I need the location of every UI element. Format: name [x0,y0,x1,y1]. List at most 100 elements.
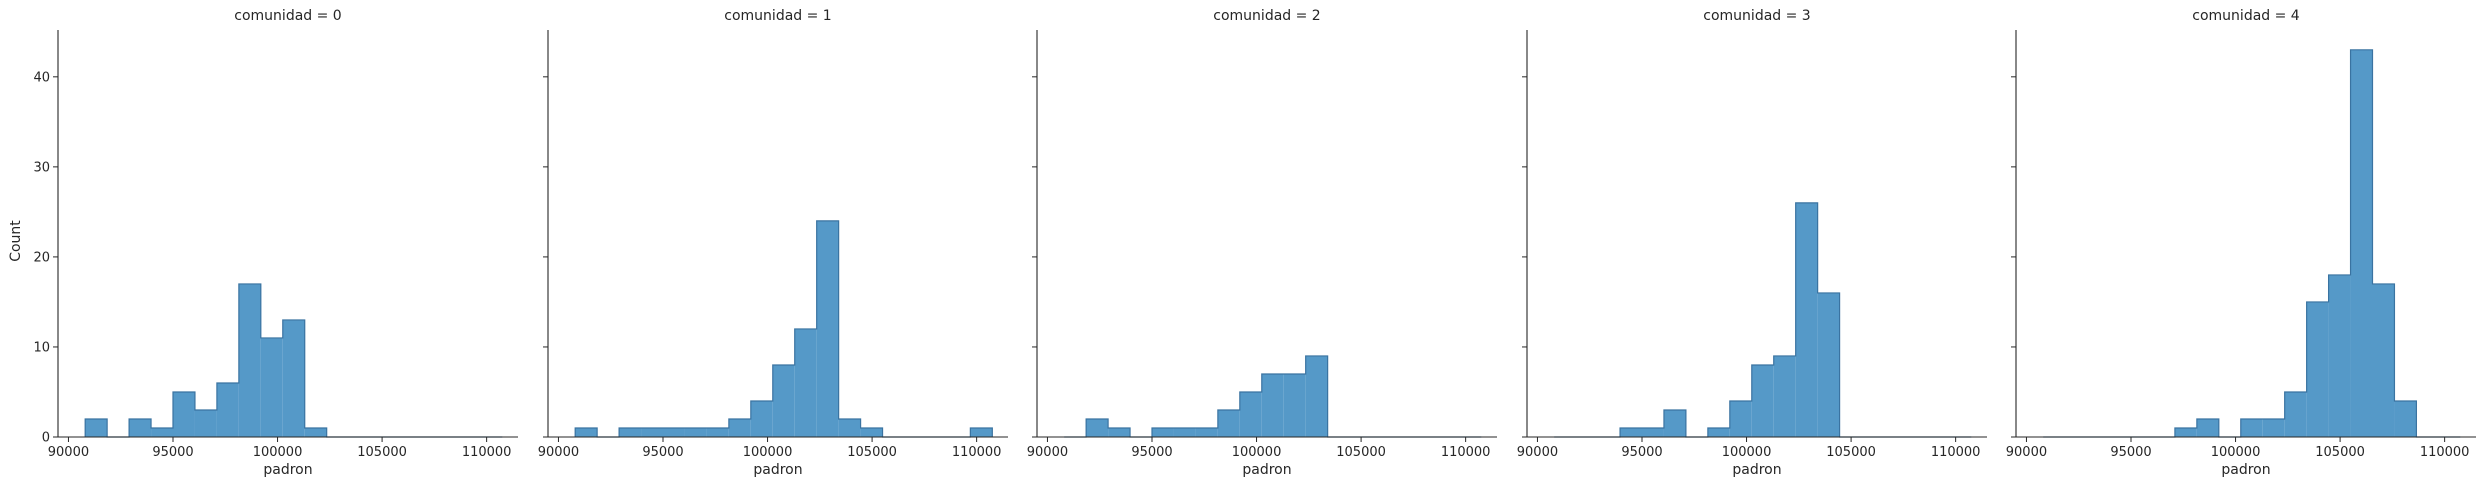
facet-panel-3: comunidad = 3 90000 95000 100000 105000 11000… [1517,8,1987,478]
histogram-bar [260,337,283,437]
x-tick-label: 100000 [743,445,793,460]
x-tick-label: 90000 [1517,445,1558,460]
histogram-bar [238,283,261,437]
x-tick-label: 100000 [1232,445,1282,460]
histogram-bar [728,418,751,437]
histogram-bar [1195,427,1218,437]
histogram-bar [151,427,173,437]
histogram-bar [1707,427,1730,437]
y-tick-label: 40 [33,70,50,85]
panel-title: comunidad = 1 [724,8,831,24]
histogram-bar [1239,391,1262,437]
histogram-bar [1751,364,1774,437]
histogram-bar [838,418,861,437]
y-axis-title: Count [8,220,24,262]
histogram-bar [970,427,993,437]
histogram-bar [1305,355,1328,437]
histogram-bar [1173,427,1196,437]
x-tick-label: 95000 [152,445,193,460]
histogram-bar [772,364,795,437]
histogram-bar [216,382,239,437]
histogram-bar [1663,409,1686,437]
x-tick-label: 110000 [1441,445,1491,460]
histogram-bar [1795,202,1818,437]
x-tick-label: 90000 [1027,445,1068,460]
histogram-bar [1817,292,1840,437]
histogram-bar [2350,49,2373,438]
x-tick-label: 100000 [1722,445,1772,460]
facet-panel-4: comunidad = 4 90000 95000 100000 105000 11000… [2006,8,2476,478]
histogram-bar [1642,427,1664,437]
x-axis-title: padron [1732,462,1781,478]
x-tick-label: 110000 [1931,445,1981,460]
x-axis-title: padron [263,462,312,478]
histogram-bar [684,427,707,437]
histogram-bar [750,400,773,437]
histogram-bar [1773,355,1796,437]
histogram-bar [1261,373,1284,437]
histogram-bar [304,427,327,437]
x-tick-label: 100000 [2211,445,2261,460]
x-tick-label: 95000 [1131,445,1172,460]
histogram-bar [2174,427,2197,437]
x-tick-label: 95000 [1621,445,1662,460]
histogram-bar [85,418,108,437]
histogram-bar [2306,301,2329,437]
histogram-bar [1217,409,1240,437]
y-tick-label: 30 [33,160,50,175]
x-tick-label: 105000 [1826,445,1876,460]
x-tick-label: 105000 [357,445,407,460]
histogram-bar [1620,427,1642,437]
y-tick-label: 0 [42,431,50,446]
x-tick-label: 95000 [2110,445,2151,460]
panel-title: comunidad = 0 [234,8,341,24]
x-tick-label: 105000 [1336,445,1386,460]
x-axis-title: padron [2221,462,2270,478]
x-tick-label: 110000 [2420,445,2470,460]
histogram-bar [282,319,305,437]
histogram-bar [1086,418,1109,437]
histogram-bar [619,427,642,437]
x-axis-title: padron [753,462,802,478]
panel-title: comunidad = 4 [2192,8,2300,24]
histogram-bar [1283,373,1306,437]
y-tick-label: 10 [33,340,50,355]
x-tick-label: 110000 [462,445,512,460]
histogram-bar [2394,400,2417,437]
x-tick-label: 90000 [2006,445,2047,460]
histogram-bar [2328,274,2351,437]
histogram-bar [194,409,217,437]
facet-panel-1: comunidad = 1 90000 95000 100000 105000 11000… [538,8,1008,478]
x-tick-label: 100000 [253,445,303,460]
x-axis-title: padron [1242,462,1291,478]
histogram-bar [706,427,729,437]
histogram-step-outline [2043,49,2461,438]
histogram-bar [2284,391,2307,437]
histogram-bar [2262,418,2285,437]
histogram-bar [816,220,839,437]
x-tick-label: 105000 [847,445,897,460]
x-tick-label: 105000 [2315,445,2365,460]
histogram-bar [641,427,663,437]
histogram-bar [575,427,598,437]
histogram-bar [860,427,883,437]
histogram-bar [2196,418,2219,437]
histogram-bar [1108,427,1131,437]
panel-title: comunidad = 2 [1213,8,1320,24]
histogram-bar [1152,427,1174,437]
x-tick-label: 95000 [642,445,683,460]
histogram-bar [2372,283,2395,437]
x-tick-label: 90000 [48,445,89,460]
histogram-bar [2240,418,2263,437]
x-tick-label: 90000 [538,445,579,460]
y-tick-label: 20 [33,250,50,265]
histogram-bar [663,427,685,437]
histogram-bar [1729,400,1752,437]
histogram-bar [129,418,152,437]
panel-title: comunidad = 3 [1703,8,1810,24]
x-tick-label: 110000 [952,445,1002,460]
histogram-bar [794,328,817,437]
facet-panel-2: comunidad = 2 90000 95000 100000 105000 11000… [1027,8,1497,478]
histogram-bar [173,391,195,437]
